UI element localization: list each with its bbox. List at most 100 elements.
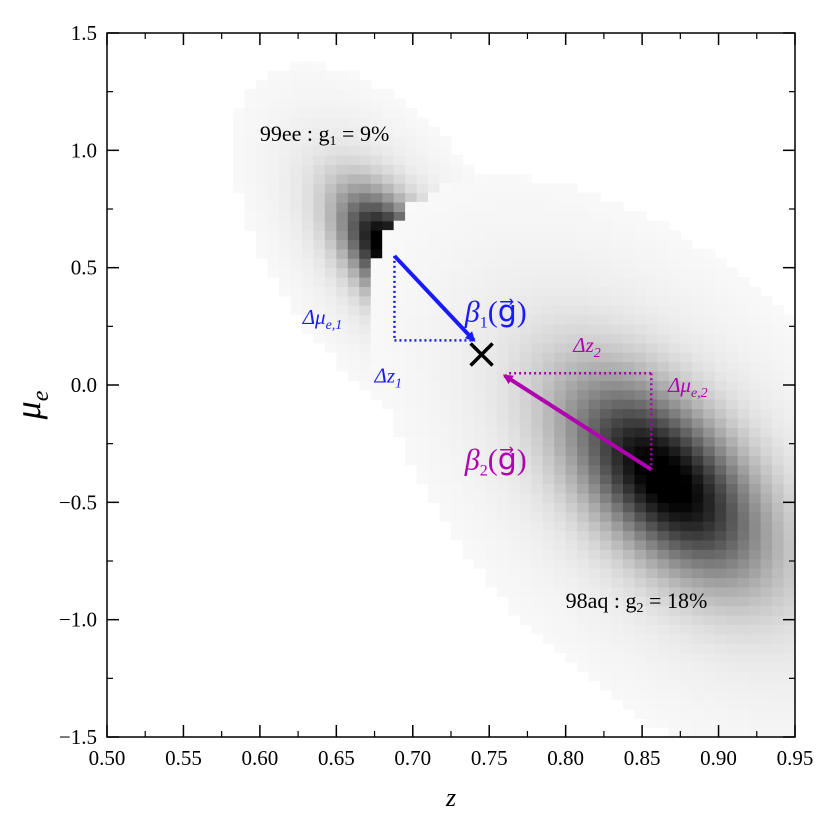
heatmap-cell (519, 192, 532, 203)
beta2-arg: (g⃗) (488, 443, 527, 476)
heatmap-cell (668, 671, 681, 682)
heatmap-cell (393, 427, 406, 438)
heatmap-cell (623, 295, 636, 306)
heatmap-cell (668, 633, 681, 644)
heatmap-cell (588, 521, 601, 532)
heatmap-cell (726, 671, 739, 682)
heatmap-cell (508, 408, 521, 419)
heatmap-cell (301, 70, 314, 81)
heatmap-cell (542, 464, 555, 475)
heatmap-cell (301, 183, 314, 194)
heatmap-cell (634, 333, 647, 344)
heatmap-cell (324, 342, 337, 353)
heatmap-cell (542, 333, 555, 344)
heatmap-cell (244, 220, 257, 231)
heatmap-cell (737, 342, 750, 353)
heatmap-cell (256, 239, 269, 250)
heatmap-cell (634, 614, 647, 625)
heatmap-cell (623, 699, 636, 710)
heatmap-cell (439, 492, 452, 503)
heatmap-cell (657, 342, 670, 353)
heatmap-cell (657, 267, 670, 278)
heatmap-cell (462, 183, 475, 194)
heatmap-cell (405, 126, 418, 137)
heatmap-cell (726, 305, 739, 316)
heatmap-cell (577, 408, 590, 419)
heatmap-cell (703, 474, 716, 485)
heatmap-cell (714, 370, 727, 381)
heatmap-cell (531, 502, 544, 513)
heatmap-cell (554, 643, 567, 654)
heatmap-cell (588, 539, 601, 550)
heatmap-cell (749, 286, 762, 297)
heatmap-cell (324, 248, 337, 259)
heatmap-cell (554, 577, 567, 588)
heatmap-cell (519, 568, 532, 579)
heatmap-cell (301, 98, 314, 109)
heatmap-cell (496, 380, 509, 391)
heatmap-cell (416, 277, 429, 288)
heatmap-cell (588, 248, 601, 259)
heatmap-cell (668, 596, 681, 607)
heatmap-cell (393, 361, 406, 372)
heatmap-cell (600, 370, 613, 381)
heatmap-cell (749, 643, 762, 654)
heatmap-cell (382, 333, 395, 344)
heatmap-cell (382, 314, 395, 325)
heatmap-cell (703, 258, 716, 269)
heatmap-cell (267, 201, 280, 212)
heatmap-cell (542, 389, 555, 400)
heatmap-cell (508, 305, 521, 316)
heatmap-cell (496, 248, 509, 259)
heatmap-cell (313, 117, 326, 128)
heatmap-cell (737, 568, 750, 579)
x-tick-label: 0.75 (471, 746, 508, 770)
heatmap-cell (416, 427, 429, 438)
heatmap-cell (279, 173, 292, 184)
heatmap-cell (623, 230, 636, 241)
heatmap-cell (577, 558, 590, 569)
heatmap-cell (485, 201, 498, 212)
heatmap-cell (370, 220, 383, 231)
heatmap-cell (359, 248, 372, 259)
heatmap-cell (519, 455, 532, 466)
heatmap-cell (749, 436, 762, 447)
heatmap-cell (473, 277, 486, 288)
heatmap-cell (496, 417, 509, 428)
heatmap-cell (657, 530, 670, 541)
heatmap-cell (508, 558, 521, 569)
heatmap-cell (439, 192, 452, 203)
heatmap-cell (737, 652, 750, 663)
label-98aq-g: g (626, 588, 637, 613)
heatmap-cell (600, 549, 613, 560)
heatmap-cell (749, 370, 762, 381)
heatmap-cell (668, 361, 681, 372)
heatmap-cell (565, 323, 578, 334)
heatmap-cell (703, 586, 716, 597)
heatmap-cell (668, 464, 681, 475)
heatmap-cell (577, 230, 590, 241)
heatmap-cell (301, 117, 314, 128)
heatmap-cell (600, 277, 613, 288)
heatmap-cell (645, 370, 658, 381)
heatmap-cell (462, 389, 475, 400)
heatmap-cell (256, 211, 269, 222)
heatmap-cell (554, 492, 567, 503)
heatmap-cell (726, 277, 739, 288)
heatmap-cell (370, 230, 383, 241)
heatmap-cell (726, 286, 739, 297)
heatmap-cell (714, 333, 727, 344)
heatmap-cell (611, 455, 624, 466)
heatmap-cell (645, 633, 658, 644)
heatmap-cell (611, 568, 624, 579)
heatmap-cell (737, 389, 750, 400)
heatmap-cell (611, 370, 624, 381)
delta-z1-main: Δz (374, 364, 396, 388)
heatmap-cell (749, 586, 762, 597)
heatmap-cell (473, 389, 486, 400)
heatmap-cell (279, 145, 292, 156)
heatmap-cell (279, 277, 292, 288)
heatmap-cell (290, 117, 303, 128)
heatmap-cell (519, 258, 532, 269)
heatmap-cell (726, 530, 739, 541)
